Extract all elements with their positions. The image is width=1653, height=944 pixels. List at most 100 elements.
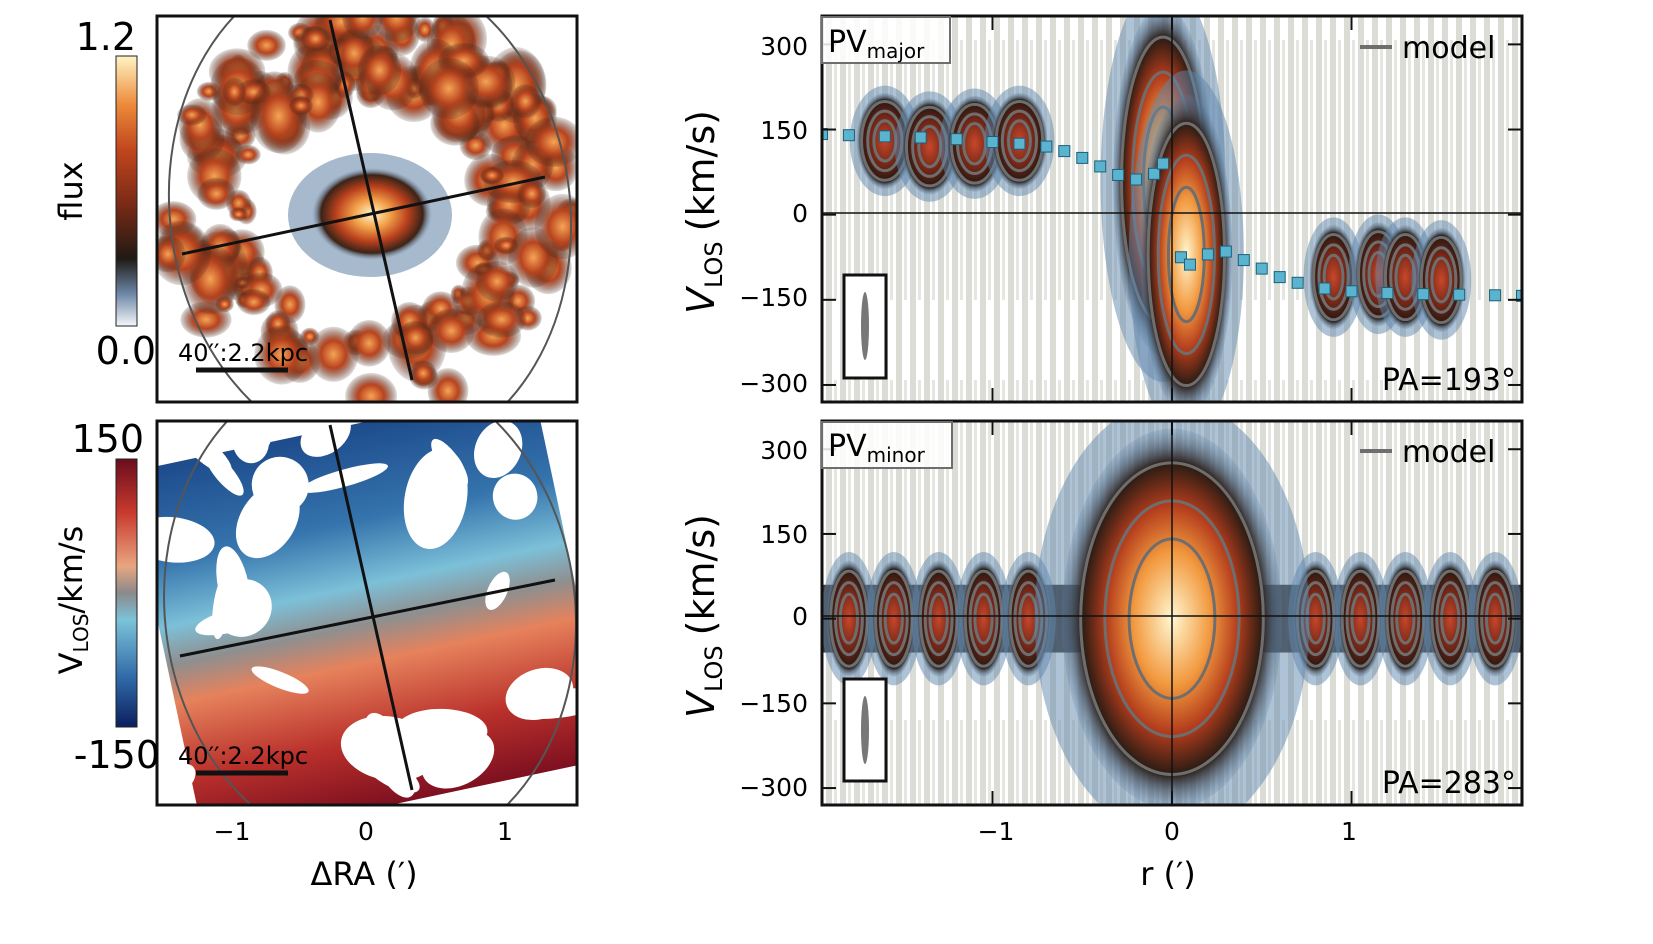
rotation-curve-point xyxy=(1273,271,1286,284)
model-contour xyxy=(1390,581,1421,657)
rotation-curve-point xyxy=(1201,248,1214,261)
flux-knot xyxy=(357,44,402,96)
pv-minor-legend: model xyxy=(1360,435,1495,470)
svg-text:PVmajor: PVmajor xyxy=(828,25,925,63)
rotation-curve-point xyxy=(1112,168,1125,181)
rotation-curve-point xyxy=(1516,289,1522,302)
model-contour xyxy=(1419,235,1463,325)
rotation-curve-point xyxy=(842,129,855,142)
model-contour xyxy=(928,592,949,645)
flux-knot xyxy=(397,320,434,355)
model-contour xyxy=(1007,119,1032,163)
rotation-curve-point xyxy=(914,131,927,144)
rotation-curve-point xyxy=(1453,288,1466,301)
velocity-colorbar-label: VLOS/km/s xyxy=(52,526,93,675)
major-ytick-minus300: −300 xyxy=(739,369,808,398)
flux-ring-knots xyxy=(157,16,577,402)
velocity-map-x-axis: −1 0 1 ΔRA (′) xyxy=(214,817,513,893)
flux-knot xyxy=(237,289,271,316)
flux-scale-bar-label: 40′′:2.2kpc xyxy=(178,339,308,367)
flux-knot xyxy=(289,96,313,116)
rotation-curve-point xyxy=(1148,167,1161,180)
velocity-scale-bar: 40′′:2.2kpc xyxy=(178,742,308,776)
flux-map-image xyxy=(157,16,577,402)
flux-knot xyxy=(229,207,248,222)
pv-minor-clump xyxy=(961,560,1006,677)
rotation-curve-point xyxy=(1255,262,1268,275)
velocity-colorbar-max: 150 xyxy=(71,417,144,461)
pv-xtick-minus1: −1 xyxy=(978,817,1015,846)
pv-minor-clump xyxy=(871,560,916,677)
flux-knot xyxy=(222,77,246,106)
pv-major-panel: PVmajor model PA=193° 300 150 0 −150 −30… xyxy=(679,14,1524,404)
velocity-gap xyxy=(300,463,388,493)
velocity-scale-bar-label: 40′′:2.2kpc xyxy=(178,742,308,770)
model-contour xyxy=(1350,592,1371,645)
pv-minor-ylabel: VLOS(km/s) xyxy=(679,514,728,718)
velocity-gap xyxy=(395,708,488,753)
velocity-gap xyxy=(251,666,309,694)
flux-knot xyxy=(247,29,286,61)
flux-colorbar-min: 0.0 xyxy=(96,329,156,373)
rotation-curve-point xyxy=(1157,157,1170,170)
flux-knot xyxy=(250,79,308,154)
pv-minor-clump xyxy=(1428,560,1473,677)
minor-ytick-150: 150 xyxy=(760,520,808,549)
flux-knot xyxy=(342,16,384,40)
rotation-curve-point xyxy=(1174,251,1187,264)
model-contour xyxy=(1322,253,1345,301)
pv-minor-clump xyxy=(1338,560,1383,677)
velocity-map-panel: 150 -150 VLOS/km/s 40′′:2.2kpc −1 0 1 ΔR… xyxy=(52,417,579,893)
flux-knot xyxy=(534,193,577,260)
flux-scale-bar: 40′′:2.2kpc xyxy=(178,339,308,373)
rotation-curve-point xyxy=(1237,254,1250,267)
model-contour xyxy=(1395,592,1416,645)
velocity-colorbar-min: -150 xyxy=(74,733,160,777)
model-contour xyxy=(973,592,994,645)
velocity-gap xyxy=(251,456,309,514)
flux-colorbar-label: flux xyxy=(52,161,90,220)
pv-major-legend: model xyxy=(1360,31,1495,66)
svg-text:PVminor: PVminor xyxy=(828,429,926,467)
pv-major-pa: PA=193° xyxy=(1382,363,1516,398)
model-contour xyxy=(1425,246,1458,314)
major-ytick-minus150: −150 xyxy=(739,283,808,312)
rotation-curve-point xyxy=(822,128,828,141)
rotation-curve-point xyxy=(1013,137,1026,150)
velocity-gap xyxy=(169,764,196,792)
pv-minor-ticks xyxy=(822,421,1522,805)
model-contour xyxy=(878,581,909,657)
velocity-gap xyxy=(216,546,251,626)
flux-knot xyxy=(409,360,437,387)
pv-minor-panel: PVminor model PA=283° 300 150 0 −150 −30… xyxy=(679,419,1524,893)
map-xlabel: ΔRA (′) xyxy=(310,855,417,893)
pv-major-legend-label: model xyxy=(1402,31,1495,66)
minor-ytick-minus300: −300 xyxy=(739,773,808,802)
pv-minor-clump xyxy=(1383,560,1428,677)
pv-xtick-1: 1 xyxy=(1341,817,1357,846)
flux-knot xyxy=(215,296,234,313)
rotation-curve-point xyxy=(1183,258,1196,271)
pv-major-beam xyxy=(842,273,888,380)
rotation-curve-point xyxy=(1291,276,1304,289)
pv-xlabel: r (′) xyxy=(1140,855,1196,893)
velocity-gap xyxy=(300,421,351,457)
rotation-curve-point xyxy=(1381,287,1394,300)
rotation-curve-point xyxy=(1489,289,1502,302)
velocity-gap xyxy=(492,473,538,520)
pv-minor-y-axis: 300 150 0 −150 −300 VLOS(km/s) xyxy=(679,436,808,802)
pv-minor-x-axis: −1 0 1 r (′) xyxy=(978,817,1357,893)
pv-major-y-axis: 300 150 0 −150 −300 VLOS(km/s) xyxy=(679,32,808,398)
flux-knot xyxy=(372,16,421,42)
rotation-curve-point xyxy=(1094,160,1107,173)
map-xtick-1: 1 xyxy=(497,817,513,846)
rotation-curve-point xyxy=(1076,151,1089,164)
flux-knot xyxy=(477,300,527,338)
model-contour xyxy=(1000,109,1039,173)
pv-xtick-0: 0 xyxy=(1164,817,1180,846)
flux-knot xyxy=(418,57,479,120)
map-xtick-0: 0 xyxy=(358,817,374,846)
velocity-gap xyxy=(195,606,268,636)
rotation-curve-point xyxy=(1219,245,1232,258)
